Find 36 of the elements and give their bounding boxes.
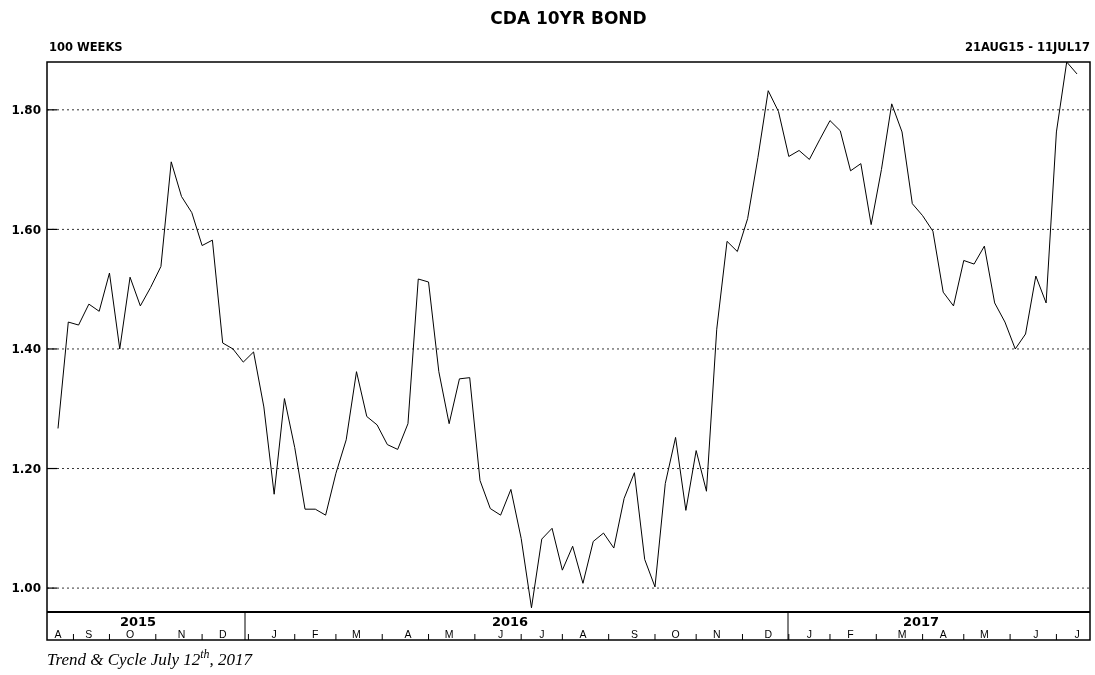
x-tick-label: A: [579, 628, 587, 640]
y-tick-label: 1.40: [11, 342, 41, 357]
x-tick-label: A: [404, 628, 412, 640]
text: Trend & Cycle July 12$^{th}$, 2017: [47, 647, 254, 669]
chart-title: CDA 10YR BOND: [490, 8, 647, 28]
x-tick-label: S: [630, 628, 638, 640]
x-tick-label: M: [444, 628, 454, 640]
text: 2015: [119, 614, 157, 629]
text: 100 WEEKS: [49, 40, 123, 54]
x-tick-label: D: [218, 628, 227, 640]
x-tick-label: J: [1033, 628, 1039, 640]
text: 2017: [902, 614, 940, 629]
x-tick-label: M: [979, 628, 989, 640]
x-tick-label: F: [312, 628, 319, 640]
y-tick-label: 1.60: [11, 222, 41, 237]
y-tick-label: 1.20: [11, 461, 41, 476]
x-tick-label: F: [847, 628, 854, 640]
x-tick-label: J: [497, 628, 504, 640]
text: 2016: [491, 614, 529, 629]
x-tick-label: N: [712, 628, 721, 640]
x-tick-label: J: [806, 628, 813, 640]
x-tick-label: A: [54, 628, 62, 640]
x-tick-label: J: [1074, 628, 1080, 640]
y-tick-label: 1.80: [11, 103, 41, 118]
x-tick-label: N: [177, 628, 186, 640]
x-tick-label: D: [764, 628, 773, 640]
x-tick-label: O: [671, 628, 680, 640]
x-tick-label: S: [85, 628, 93, 640]
x-tick-label: O: [125, 628, 135, 640]
x-tick-label: M: [897, 628, 907, 640]
x-tick-label: M: [352, 628, 361, 640]
x-tick-label: J: [271, 628, 277, 640]
x-tick-label: J: [539, 628, 545, 640]
text: 21AUG15 - 11JUL17: [964, 40, 1090, 54]
x-tick-label: A: [939, 628, 947, 640]
y-tick-label: 1.00: [11, 581, 41, 596]
